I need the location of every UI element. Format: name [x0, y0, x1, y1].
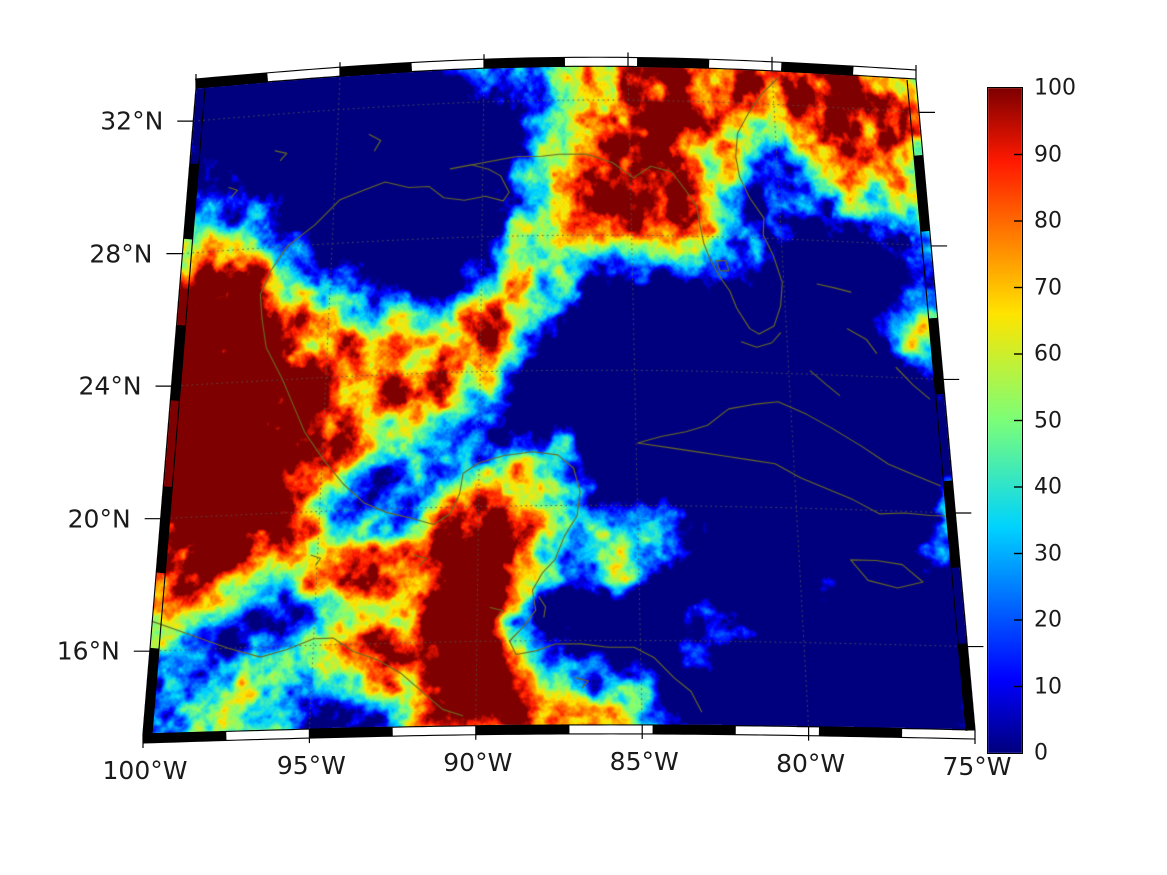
x-tick-label-5: 75°W [942, 752, 1012, 781]
x-tick-label-2: 90°W [443, 747, 513, 777]
colorbar-tick-label-5: 50 [1034, 408, 1062, 433]
y-tick-label-1: 20°N [67, 504, 131, 534]
frame-segment [475, 724, 570, 735]
colorbar-outline [987, 87, 1023, 754]
y-tick-label-0: 16°N [56, 636, 120, 666]
colorbar-tick-label-6: 60 [1034, 341, 1062, 367]
x-tick-label-1: 95°W [276, 751, 346, 781]
frame-segment [183, 163, 199, 240]
y-tick-label-2: 24°N [78, 371, 142, 401]
frame-segment [195, 72, 268, 88]
frame-edge [906, 79, 967, 731]
frame-segment [483, 57, 565, 69]
frame-segment [637, 57, 710, 69]
frame-segment [818, 726, 903, 738]
x-tick-label-0: 100°W [102, 756, 188, 785]
y-tick-label-4: 32°N [100, 106, 164, 136]
frame-segment [913, 154, 930, 232]
frame-segment [958, 643, 975, 731]
colorbar-tick-label-4: 40 [1034, 474, 1062, 500]
frame-segment [928, 317, 945, 395]
frame-segment [943, 480, 961, 569]
frame-segment [339, 62, 412, 77]
frame-segment [170, 324, 186, 401]
y-tick-label-3: 28°N [89, 239, 153, 269]
frame-segment [309, 727, 393, 739]
frame-segment [143, 647, 160, 735]
colorbar-tick-label-10: 100 [1034, 75, 1076, 101]
colorbar-tick-label-7: 70 [1034, 275, 1062, 300]
x-tick-label-3: 85°W [609, 746, 679, 776]
colorbar-tick-label-8: 80 [1034, 208, 1062, 234]
colorbar-tick-label-0: 0 [1034, 740, 1048, 766]
frame-segment [143, 731, 227, 743]
frame-segment [652, 724, 736, 735]
colorbar-tick-label-3: 30 [1034, 541, 1062, 566]
colorbar-tick-label-9: 90 [1034, 142, 1062, 167]
colorbar-tick-label-1: 10 [1034, 674, 1062, 699]
frame-segment [156, 486, 173, 574]
colorbar-tick-label-2: 20 [1034, 607, 1062, 633]
frame-segment [781, 62, 854, 76]
x-tick-label-4: 80°W [776, 748, 846, 778]
